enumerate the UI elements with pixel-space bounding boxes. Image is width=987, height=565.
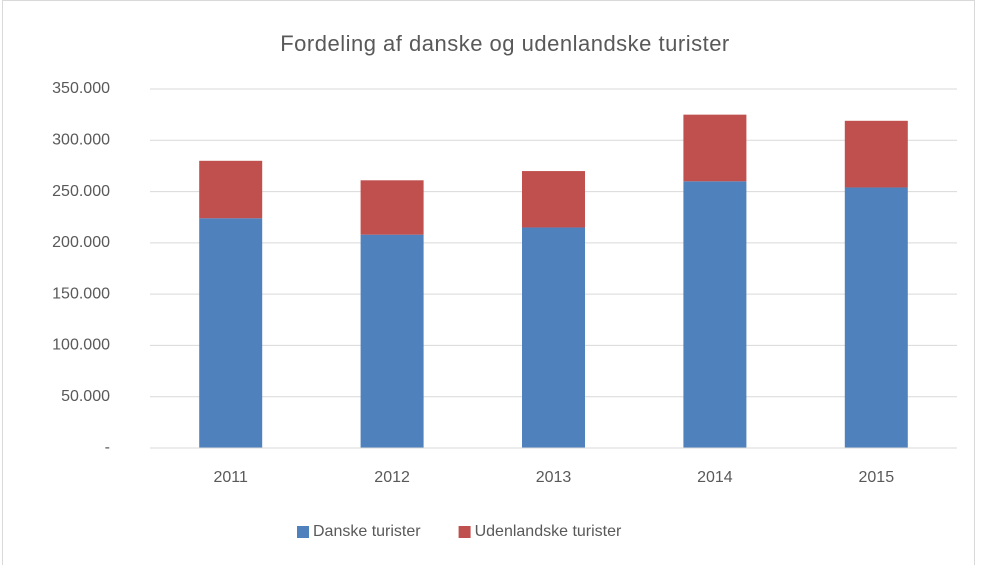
y-tick-label: 50.000 [61,388,110,405]
chart-title: Fordeling af danske og udenlandske turis… [280,31,730,56]
y-tick-label: 250.000 [52,183,110,200]
y-tick-label: 150.000 [52,285,110,302]
bar-segment [360,234,424,448]
bar-segment [683,181,747,449]
y-tick-label: 200.000 [52,234,110,251]
bar-segment [683,114,747,182]
bar-segment [844,187,908,448]
legend-label: Danske turister [313,523,421,540]
bar-segment [199,218,263,448]
y-tick-label: 100.000 [52,337,110,354]
bar-segment [522,227,585,448]
bar-segment [360,180,424,235]
y-tick-label: 300.000 [52,132,110,149]
y-tick-label: 350.000 [52,80,110,97]
bar-segment [199,160,263,219]
legend-swatch [458,526,471,538]
x-tick-label: 2013 [536,469,572,486]
x-tick-label: 2011 [213,469,248,486]
x-tick-label: 2012 [374,469,410,486]
bar-segment [522,171,585,228]
x-tick-label: 2014 [697,469,733,486]
legend-swatch [297,526,309,538]
legend-label: Udenlandske turister [475,523,622,540]
y-tick-label: - [105,439,110,456]
bar-segment [844,120,908,188]
x-tick-label: 2015 [859,469,895,486]
